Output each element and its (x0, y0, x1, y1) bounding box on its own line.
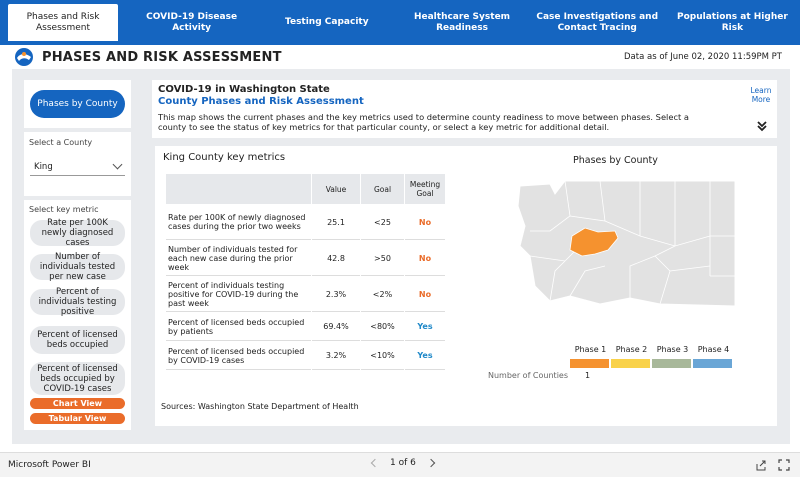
table-header (166, 174, 311, 204)
county-select-value: King (34, 161, 53, 172)
chevron-down-icon (112, 159, 123, 170)
wa-doh-logo-icon (15, 48, 33, 66)
divider (24, 128, 131, 132)
power-bi-brand[interactable]: Microsoft Power BI (8, 460, 91, 470)
page-title: PHASES AND RISK ASSESSMENT (42, 49, 282, 65)
meeting-cell: Yes (405, 342, 445, 370)
goal-cell: <25 (361, 205, 404, 240)
page-header: PHASES AND RISK ASSESSMENT Data as of Ju… (10, 45, 790, 69)
divider (24, 196, 131, 200)
county-select[interactable]: King (30, 158, 125, 176)
info-description: This map shows the current phases and th… (158, 112, 689, 132)
table-header-meeting: Meeting Goal (405, 174, 445, 204)
phase-label: Phase 1 (574, 345, 607, 354)
table-header-value: Value (312, 174, 360, 204)
phase-label: Phase 3 (656, 345, 689, 354)
value-cell: 25.1 (312, 205, 360, 240)
data-date: Data as of June 02, 2020 11:59PM PT (624, 52, 782, 62)
metric-cell: Percent of licensed beds occupied by COV… (166, 342, 311, 370)
info-card: COVID-19 in Washington State County Phas… (152, 80, 777, 138)
king-county-highlight (569, 227, 619, 257)
info-heading: COVID-19 in Washington State (158, 84, 330, 95)
state-outline (517, 180, 736, 307)
phase-4-swatch[interactable] (693, 359, 732, 368)
tabular-view-button[interactable]: Tabular View (30, 413, 125, 424)
metric-button-positive[interactable]: Percent of individuals testing positive (30, 287, 125, 317)
metric-button-covid-beds[interactable]: Percent of licensed beds occupied by COV… (30, 362, 125, 395)
tab-disease-activity[interactable]: COVID-19 Disease Activity (146, 11, 238, 33)
phase-3-swatch[interactable] (652, 359, 691, 368)
phase-label: Phase 2 (615, 345, 648, 354)
metrics-table: Value Goal Meeting Goal Rate per 100K of… (165, 173, 446, 371)
number-of-counties-label: Number of Counties (488, 371, 569, 380)
meeting-cell: No (405, 241, 445, 276)
goal-cell: <2% (361, 277, 404, 312)
meeting-cell: No (405, 277, 445, 312)
goal-cell: <10% (361, 342, 404, 370)
phase-1-swatch[interactable] (570, 359, 609, 368)
select-metric-label: Select key metric (29, 205, 99, 214)
tab-higher-risk[interactable]: Populations at Higher Risk (677, 11, 788, 33)
metric-cell: Percent of individuals testing positive … (166, 277, 311, 312)
learn-more-link[interactable]: Learn More (750, 86, 772, 104)
tab-phases-risk[interactable]: Phases and Risk Assessment (8, 4, 118, 41)
value-cell: 69.4% (312, 313, 360, 341)
metric-button-tested[interactable]: Number of individuals tested per new cas… (30, 252, 125, 282)
meeting-cell: No (405, 205, 445, 240)
share-icon[interactable] (755, 459, 767, 471)
sources-note: Sources: Washington State Department of … (161, 402, 359, 411)
phase-legend-bars (570, 359, 734, 368)
next-page-icon[interactable] (426, 458, 436, 468)
meeting-cell: Yes (405, 313, 445, 341)
page-navigator: 1 of 6 (360, 458, 446, 468)
page-indicator: 1 of 6 (390, 458, 416, 468)
phase-legend-labels: Phase 1 Phase 2 Phase 3 Phase 4 (570, 345, 734, 354)
tab-testing-capacity[interactable]: Testing Capacity (285, 17, 369, 27)
metric-cell: Rate per 100K of newly diagnosed cases d… (166, 205, 311, 240)
phase-1-county-count: 1 (585, 371, 591, 380)
table-row[interactable]: Number of individuals tested for each ne… (166, 241, 445, 276)
metric-cell: Percent of licensed beds occupied by pat… (166, 313, 311, 341)
table-row[interactable]: Percent of licensed beds occupied by COV… (166, 342, 445, 370)
metric-button-beds[interactable]: Percent of licensed beds occupied (30, 326, 125, 354)
value-cell: 42.8 (312, 241, 360, 276)
goal-cell: >50 (361, 241, 404, 276)
footer-bar: Microsoft Power BI 1 of 6 (0, 452, 800, 477)
table-row[interactable]: Rate per 100K of newly diagnosed cases d… (166, 205, 445, 240)
county-borders (529, 180, 735, 305)
washington-county-map[interactable] (510, 176, 745, 311)
metric-cell: Number of individuals tested for each ne… (166, 241, 311, 276)
phase-label: Phase 4 (697, 345, 730, 354)
fullscreen-icon[interactable] (778, 459, 790, 471)
phase-2-swatch[interactable] (611, 359, 650, 368)
phases-by-county-button[interactable]: Phases by County (30, 90, 125, 118)
map-title: Phases by County (573, 155, 658, 166)
table-row[interactable]: Percent of individuals testing positive … (166, 277, 445, 312)
previous-page-icon[interactable] (370, 458, 380, 468)
goal-cell: <80% (361, 313, 404, 341)
metrics-table-title: King County key metrics (163, 152, 286, 163)
table-row[interactable]: Percent of licensed beds occupied by pat… (166, 313, 445, 341)
metric-button-rate[interactable]: Rate per 100K newly diagnosed cases (30, 218, 125, 248)
double-chevron-down-icon[interactable] (756, 120, 768, 135)
table-header-goal: Goal (361, 174, 404, 204)
value-cell: 3.2% (312, 342, 360, 370)
value-cell: 2.3% (312, 277, 360, 312)
info-subheading: County Phases and Risk Assessment (158, 96, 364, 107)
main-card: King County key metrics Value Goal Meeti… (155, 146, 777, 426)
chart-view-button[interactable]: Chart View (30, 398, 125, 409)
tab-healthcare-readiness[interactable]: Healthcare System Readiness (413, 11, 511, 33)
top-nav: Phases and Risk Assessment COVID-19 Dise… (0, 0, 800, 45)
select-county-label: Select a County (29, 138, 93, 147)
tab-case-investigations[interactable]: Case Investigations and Contact Tracing (536, 11, 659, 33)
left-panel: Phases by County Select a County King Se… (24, 80, 131, 430)
